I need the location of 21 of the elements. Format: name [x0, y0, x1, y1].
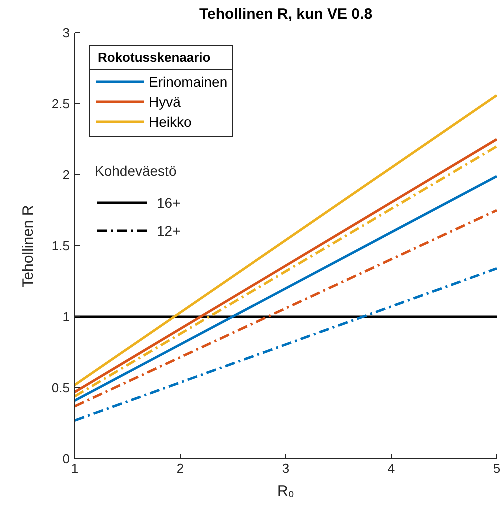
legend-title: Rokotusskenaario — [90, 46, 232, 70]
x-tick-label: 3 — [282, 461, 290, 476]
y-tick-label: 2.5 — [52, 96, 70, 112]
x-axis-title: R₀ — [276, 483, 296, 500]
annotation: 12+ — [157, 223, 181, 239]
y-tick-label: 0.5 — [52, 380, 70, 396]
y-tick-label: 3 — [62, 26, 70, 41]
y-axis-title: Tehollinen R — [20, 204, 36, 288]
y-tick-label: 2 — [62, 168, 70, 183]
x-tick-label: 5 — [493, 461, 501, 476]
legend-label: Hyvä — [149, 94, 181, 110]
annotation: 16+ — [157, 195, 181, 211]
chart-title: Tehollinen R, kun VE 0.8 — [198, 6, 374, 23]
y-tick-label: 0 — [62, 452, 70, 467]
y-tick-label: 1.5 — [52, 238, 70, 254]
legend-label: Heikko — [149, 114, 192, 130]
x-tick-label: 4 — [388, 461, 396, 476]
y-tick-label: 1 — [62, 310, 70, 325]
annotation: Kohdeväestö — [95, 163, 178, 179]
x-tick-label: 2 — [176, 461, 184, 476]
legend-label: Erinomainen — [149, 74, 228, 90]
